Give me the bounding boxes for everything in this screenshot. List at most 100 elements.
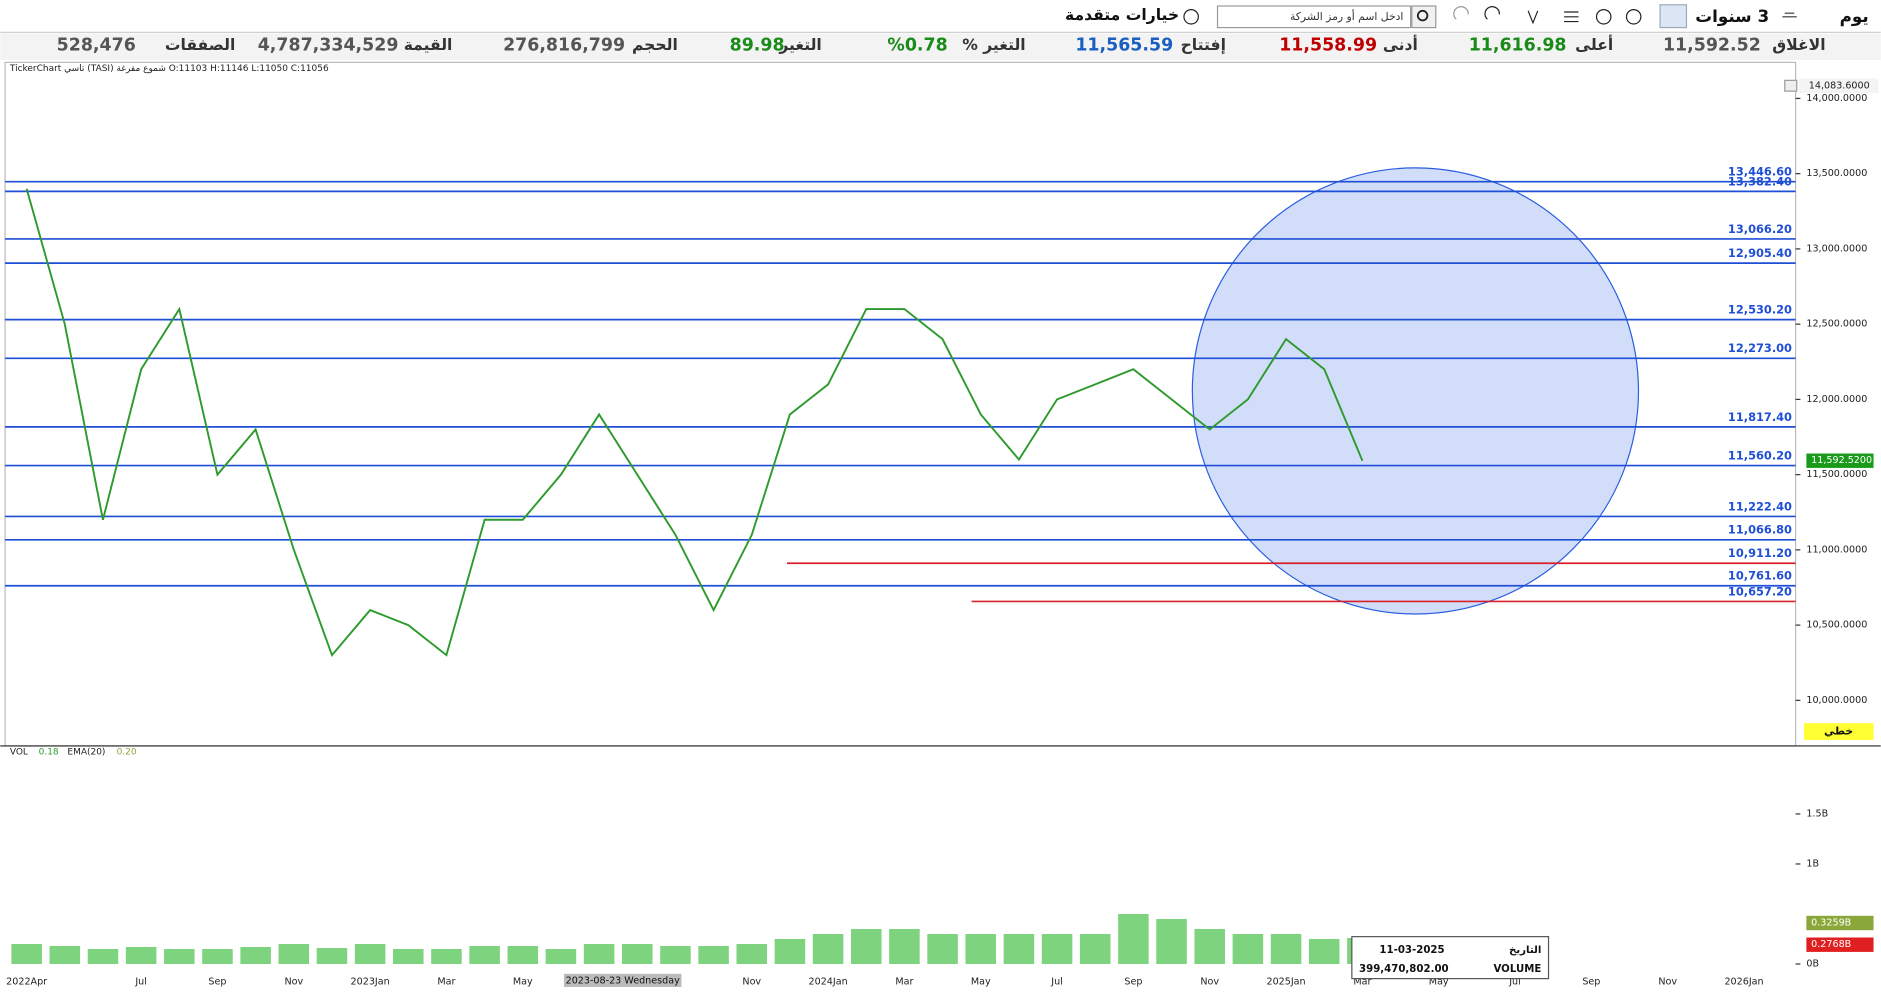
stat-value: 276,816,799 bbox=[503, 36, 625, 56]
period-button[interactable]: يوم bbox=[1840, 6, 1869, 27]
stat-value: 11,565.59 bbox=[1075, 36, 1173, 56]
stats: الاغلاق 11,592.52 أعلى 11,616.98 أدنى 11,558.… bbox=[57, 35, 1826, 56]
x-tick-label: Nov bbox=[1200, 977, 1219, 988]
y-tick-label: 11,500.0000 bbox=[1806, 469, 1867, 480]
y-tick-label: 1B bbox=[1806, 858, 1819, 869]
volume-bar bbox=[889, 928, 920, 965]
circle-annotation bbox=[1191, 167, 1640, 615]
tooltip bbox=[1351, 936, 1550, 980]
y-tick-label: 1.5B bbox=[1806, 808, 1828, 819]
volume-bar bbox=[431, 948, 462, 965]
tool-icon[interactable] bbox=[1625, 8, 1642, 25]
volume-marker-label: 0.2768B bbox=[1811, 939, 1851, 950]
style-button-label[interactable]: خطي bbox=[1824, 725, 1853, 738]
volume-bar bbox=[1232, 933, 1264, 965]
range-button[interactable]: 3 سنوات bbox=[1695, 6, 1769, 27]
volume-bar bbox=[545, 948, 577, 965]
high-marker-label: 14,083.6000 bbox=[1809, 80, 1870, 91]
volume-bar bbox=[1118, 913, 1149, 965]
level-label: 11,066.80 bbox=[1728, 523, 1792, 537]
volume-bar bbox=[354, 943, 386, 965]
x-tick-label: May bbox=[513, 977, 533, 988]
stat-label: التغير % bbox=[962, 36, 1025, 54]
volume-bar bbox=[1156, 918, 1187, 965]
tooltip-volume: 399,470,802.00 bbox=[1359, 964, 1449, 975]
volume-bar bbox=[49, 945, 81, 965]
tooltip-date: 11-03-2025 bbox=[1379, 945, 1444, 956]
ema-legend-name: EMA(20) bbox=[67, 747, 105, 757]
level-label: 10,657.20 bbox=[1728, 584, 1792, 598]
stat-value: 11,592.52 bbox=[1663, 36, 1761, 56]
settings-icon[interactable] bbox=[1183, 8, 1199, 25]
volume-marker-label: 0.3259B bbox=[1811, 918, 1851, 929]
volume-bar bbox=[469, 945, 500, 965]
expand-button[interactable] bbox=[1784, 79, 1798, 92]
level-label: 11,817.40 bbox=[1728, 410, 1792, 424]
volume-bar bbox=[660, 945, 691, 965]
price-chart: 10,000.0000 10,500.0000 11,000.0000 11,500.… bbox=[5, 78, 1879, 988]
price-line bbox=[25, 188, 1364, 658]
price-panel bbox=[4, 61, 1797, 747]
x-tick-label: Nov bbox=[1658, 977, 1677, 988]
tool-icon[interactable] bbox=[1564, 11, 1579, 23]
x-tick-label: Sep bbox=[1582, 977, 1600, 988]
toolbar bbox=[0, 0, 1881, 33]
x-tick-label: Jul bbox=[1050, 977, 1063, 988]
x-tick-label: Sep bbox=[1124, 977, 1142, 988]
search-input[interactable] bbox=[1216, 5, 1412, 29]
tool-icon[interactable] bbox=[1484, 6, 1500, 20]
x-tick-label: 2025Jan bbox=[1266, 977, 1305, 988]
x-tick-label: 2023Jan bbox=[351, 977, 390, 988]
draw-tool[interactable] bbox=[1659, 4, 1688, 29]
volume-bar bbox=[1308, 938, 1340, 965]
level-label: 11,560.20 bbox=[1728, 448, 1792, 462]
stat-label: الاغلاق bbox=[1772, 36, 1825, 54]
x-tick-label: May bbox=[971, 977, 991, 988]
stat-value: 4,787,334,529 bbox=[258, 36, 399, 56]
search-button[interactable] bbox=[1411, 5, 1437, 29]
volume-bar bbox=[698, 945, 729, 965]
volume-bar bbox=[583, 943, 615, 965]
volume-bar bbox=[927, 933, 958, 965]
level-label: 10,761.60 bbox=[1728, 569, 1792, 583]
tool-icon[interactable] bbox=[1595, 8, 1612, 25]
x-tick-label: Sep bbox=[208, 977, 226, 988]
tool-icon[interactable] bbox=[1453, 6, 1469, 20]
x-tick-label: Jul bbox=[134, 977, 147, 988]
volume-bar bbox=[11, 943, 42, 965]
crosshair-date: 2023-08-23 Wednesday bbox=[566, 976, 680, 987]
y-tick-label: 12,000.0000 bbox=[1806, 394, 1867, 405]
level-label: 13,446.60 bbox=[1728, 165, 1792, 179]
volume-bar bbox=[202, 948, 233, 965]
level-label: 12,905.40 bbox=[1728, 246, 1792, 260]
y-tick-label: 11,000.0000 bbox=[1806, 544, 1867, 555]
volume-bar bbox=[1003, 933, 1035, 965]
tool-icon[interactable] bbox=[1527, 10, 1539, 25]
level-label: 10,911.20 bbox=[1728, 546, 1792, 560]
volume-marker bbox=[1806, 915, 1874, 931]
stat-label: أدنى bbox=[1383, 35, 1418, 54]
advanced-options[interactable]: خيارات متقدمة bbox=[1065, 6, 1179, 24]
y-tick-label: 0B bbox=[1806, 959, 1819, 970]
volume-bar bbox=[965, 933, 997, 965]
crosshair-date-box bbox=[563, 973, 682, 988]
volume-bar bbox=[87, 948, 119, 965]
volume-bar bbox=[736, 943, 768, 965]
x-tick-label: 2026Jan bbox=[1724, 977, 1763, 988]
x-tick-label: Mar bbox=[895, 977, 913, 988]
ema-legend-value: 0.20 bbox=[117, 747, 137, 757]
style-button[interactable] bbox=[1803, 723, 1874, 740]
volume-bar bbox=[1194, 928, 1225, 965]
level-label: 11,222.40 bbox=[1728, 499, 1792, 513]
high-marker bbox=[1799, 78, 1879, 94]
volume-bar bbox=[164, 948, 195, 965]
volume-bar bbox=[1079, 933, 1111, 965]
stat-value: 11,558.99 bbox=[1279, 36, 1377, 56]
y-tick-label: 13,000.0000 bbox=[1806, 243, 1867, 254]
stat-value: 11,616.98 bbox=[1469, 36, 1567, 56]
x-tick-label: Mar bbox=[437, 977, 455, 988]
volume-bar bbox=[125, 946, 157, 965]
volume-bar bbox=[507, 945, 539, 965]
